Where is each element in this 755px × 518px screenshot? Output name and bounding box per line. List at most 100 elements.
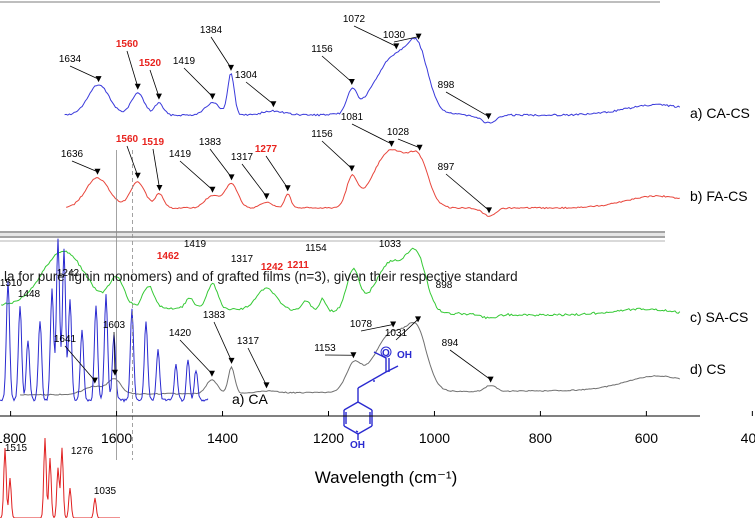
cs-spectrum [20,322,681,396]
fa-cs-peak-1519-arrowhead [156,185,163,192]
series-label-3: d) CS [690,361,726,377]
fa-cs-peak-1383-leader [209,148,232,178]
x-tick-label-1800: 1800 [0,430,26,446]
fa-cs-spectrum [66,149,680,217]
cs-peak-894-leader [449,349,491,380]
x-tick-label-800: 800 [529,430,553,446]
caption-overlay-text: la for pure lignin monomers) and of graf… [4,269,518,284]
ca-cs-peak-1030-arrowhead [415,33,422,40]
fa-cs-peak-1156: 1156 [311,129,333,140]
cs-peak-1078-arrowhead [390,321,397,328]
cs-peak-894-arrowhead [487,376,494,383]
cs-peak-1317-arrowhead [263,382,270,389]
sa-cs-peak-898: 898 [436,280,453,291]
sa-cs-peak-1317: 1317 [231,254,254,265]
ca-cs-peak-898: 898 [438,80,455,91]
spectra-lines [0,37,681,518]
cs-peak-1031: 1031 [385,328,408,339]
sa-cs-peak-1211: 1211 [287,260,309,271]
sa-cs-peak-1242: 1242 [261,262,284,273]
cs-peak-894: 894 [442,338,459,349]
fa-cs-peak-1636-arrowhead [94,168,101,175]
atom-label-oh-acid: OH [397,350,412,361]
cs-peak-1383-arrowhead [228,357,235,364]
cs-peak-1641: 1641 [54,334,77,345]
molecule-bond-16 [385,365,399,373]
ca-peak-1510: 1510 [0,278,23,289]
cs-peak-1031-leader [395,319,419,341]
fa-cs-peak-1277: 1277 [255,144,278,155]
fa-cs-peak-1317: 1317 [231,152,254,163]
cs-peak-1641-leader [64,345,96,381]
fa-cs-peak-1383-arrowhead [228,174,235,181]
carbonyl-o-ring [380,346,392,358]
x-tick-label-600: 600 [635,430,659,446]
fa-cs-peak-1519-leader [152,148,160,189]
molecule-bond-0 [357,401,373,411]
cs-peak-1031-arrowhead [415,316,422,323]
fa-cs-peak-1419-leader [179,160,213,191]
ca-cs-peak-1030: 1030 [383,30,406,41]
ca-cs-peak-898-leader [445,91,489,117]
fa-cs-peak-1028-arrowhead [416,144,423,151]
fa-cs-peak-1081: 1081 [341,112,364,123]
ca-cs-peak-1634-arrowhead [95,76,102,83]
cs-peak-1383-leader [213,321,232,362]
fa-cs-peak-1277-arrowhead [284,185,291,192]
ca-cs-peak-1560-leader [126,50,139,87]
ca-cs-peak-1419: 1419 [173,56,196,67]
fa-cs-peak-1560: 1560 [116,134,139,145]
ca-cs-peak-1304-arrowhead [270,101,277,108]
fa-peak-1515: 1515 [5,443,28,454]
molecule-bond-8 [355,430,359,433]
fa-cs-peak-1028-leader [397,138,420,149]
fa-cs-peak-1383: 1383 [199,137,222,148]
ca-inset-spectrum [0,238,209,403]
cs-peak-1603-arrowhead [111,369,118,376]
cs-peak-1078: 1078 [350,319,373,330]
sa-cs-peak-1419: 1419 [184,239,207,250]
cs-peak-1641-arrowhead [91,377,98,384]
fa-cs-peak-897-leader [445,173,490,211]
fa-cs-peak-897: 897 [438,162,455,173]
ca-cs-peak-1634-leader [69,65,99,80]
ca-cs-peak-1072-leader [353,25,397,47]
cs-peak-1078-leader [360,324,394,332]
series-label-2: c) SA-CS [690,309,748,325]
ca-cs-peak-1560-arrowhead [134,83,141,90]
sa-cs-peak-1462: 1462 [157,251,180,262]
panel-divider-bar [0,233,665,236]
ca-cs-peak-1384-leader [210,36,232,69]
ca-peak-1448: 1448 [18,289,41,300]
sa-cs-spectrum [0,247,681,320]
ca-cs-peak-898-arrowhead [485,113,492,120]
series-label-0: a) CA-CS [690,105,750,121]
ca-cs-peak-1419-arrowhead [209,93,216,100]
cs-peak-1317-leader [247,347,267,386]
fa-cs-peak-1419: 1419 [169,149,192,160]
series-labels: a) CA-CS b) FA-CS c) SA-CS d) CS a) CA [232,105,750,407]
ca-cs-peak-1304: 1304 [235,70,258,81]
caffeic-acid-structure: O OH OH [343,346,412,451]
fa-cs-peak-897-arrowhead [486,207,493,214]
ca-cs-spectrum [64,37,681,124]
sa-cs-peak-1033: 1033 [379,239,402,250]
x-axis-label: Wavelength (cm⁻¹) [315,468,457,487]
ca-cs-peak-1384-arrowhead [228,64,235,71]
fa-cs-peak-1081-leader [351,123,392,145]
ca-cs-peak-1384: 1384 [200,25,223,36]
ca-cs-peak-1520-leader [149,69,160,97]
x-tick-label-1000: 1000 [419,430,450,446]
fa-cs-peak-1277-leader [265,155,289,189]
fa-cs-peak-1419-arrowhead [209,186,216,193]
cs-peak-1153-arrowhead [350,352,357,359]
x-tick-label-400: 400 [741,430,755,446]
fa-cs-peak-1317-leader [241,163,267,197]
sa-cs-peak-1154: 1154 [305,243,327,254]
reference-lines [116,150,133,460]
ca-cs-peak-1634: 1634 [59,54,82,65]
x-tick-label-1200: 1200 [313,430,344,446]
fa-peak-1276: 1276 [71,446,94,457]
